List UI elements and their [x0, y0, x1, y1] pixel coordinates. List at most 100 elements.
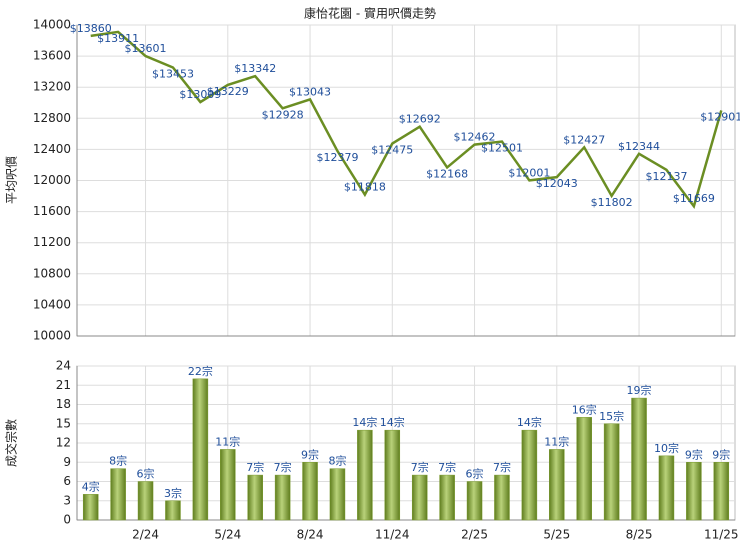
data-label: 8宗	[328, 454, 346, 468]
y-tick-label: 12400	[33, 142, 71, 156]
y-tick-label: 14000	[33, 18, 71, 32]
data-label: $12379	[316, 151, 358, 164]
y-axis-label: 平均呎價	[5, 156, 19, 204]
data-label: 7宗	[246, 460, 264, 474]
y-tick-label: 11600	[33, 204, 71, 218]
x-tick-label: 8/25	[626, 528, 653, 542]
bar	[686, 462, 702, 521]
data-label: $12137	[645, 170, 687, 183]
bar	[165, 500, 181, 521]
bar	[247, 474, 263, 521]
bar	[274, 474, 291, 521]
data-label: $12001	[508, 166, 550, 179]
bar	[329, 468, 346, 521]
bar	[357, 429, 373, 521]
data-label: 7宗	[493, 460, 511, 474]
bar	[521, 429, 538, 521]
x-tick-label: 2/24	[132, 528, 159, 542]
x-tick-label: 5/24	[214, 528, 241, 542]
y-tick-label: 10800	[33, 266, 71, 280]
data-label: $13043	[289, 85, 331, 98]
line	[90, 30, 723, 209]
bar	[411, 474, 428, 521]
data-label: 15宗	[599, 409, 624, 423]
y-tick-label: 13600	[33, 49, 71, 63]
data-label: 14宗	[517, 415, 542, 429]
bar	[439, 474, 455, 521]
bar	[658, 455, 675, 521]
data-label: $11818	[344, 181, 386, 194]
data-label: 9宗	[685, 447, 703, 461]
y-axis-label: 成交宗數	[4, 419, 19, 467]
data-label: $12901	[700, 110, 740, 123]
data-label: $12501	[481, 142, 523, 155]
y-tick-label: 10400	[33, 297, 71, 311]
data-label: $12928	[262, 108, 304, 121]
data-label: 9宗	[301, 447, 319, 461]
y-tick-label: 12800	[33, 111, 71, 125]
bar	[302, 462, 318, 521]
data-label: 7宗	[438, 460, 456, 474]
data-label: $13009	[179, 88, 221, 101]
data-label: 16宗	[572, 402, 597, 416]
y-tick-label: 21	[56, 378, 71, 392]
x-tick-label: 8/24	[297, 528, 324, 542]
data-label: 14宗	[352, 415, 377, 429]
data-label: 8宗	[109, 454, 127, 468]
bar	[576, 417, 592, 521]
data-label: $12344	[618, 140, 660, 153]
y-tick-label: 10000	[33, 329, 71, 343]
data-label: 4宗	[82, 479, 100, 493]
chart-title: 康怡花園 - 實用呎價走勢	[304, 6, 436, 21]
x-tick-label: 11/24	[375, 528, 410, 542]
data-label: 6宗	[137, 467, 155, 481]
data-label: 11宗	[544, 434, 569, 448]
bar	[631, 397, 647, 521]
data-label: $12043	[536, 177, 578, 190]
data-label: $12427	[563, 133, 605, 146]
bar	[494, 474, 510, 521]
bar	[220, 449, 236, 521]
data-label: $13911	[97, 32, 139, 45]
data-label: $11802	[591, 196, 633, 209]
bar	[549, 449, 565, 521]
data-label: $13601	[125, 42, 167, 55]
data-label: 22宗	[188, 364, 213, 378]
data-label: 10宗	[654, 441, 679, 455]
data-label: $12692	[399, 113, 441, 126]
y-tick-label: 15	[56, 416, 71, 430]
y-tick-label: 9	[63, 455, 71, 469]
y-tick-label: 0	[63, 513, 71, 527]
data-label: 6宗	[466, 467, 484, 481]
bar	[110, 468, 126, 521]
data-label: $12462	[454, 131, 496, 144]
x-tick-label: 11/25	[704, 528, 739, 542]
data-label: 7宗	[411, 460, 429, 474]
bar	[603, 423, 620, 521]
bar	[137, 481, 154, 521]
data-label: 3宗	[164, 486, 182, 500]
data-label: $13453	[152, 68, 194, 81]
bar	[713, 462, 730, 521]
data-label: $11669	[673, 192, 715, 205]
y-tick-label: 6	[63, 474, 71, 488]
data-label: $13860	[70, 22, 112, 35]
y-tick-label: 3	[63, 493, 71, 507]
y-tick-label: 11200	[33, 235, 71, 249]
y-tick-label: 13200	[33, 80, 71, 94]
bar	[466, 481, 483, 521]
bar	[384, 429, 401, 521]
data-label: 7宗	[274, 460, 292, 474]
data-label: 14宗	[380, 415, 405, 429]
y-tick-label: 18	[56, 397, 71, 411]
data-label: 19宗	[627, 383, 652, 397]
data-label: $13229	[207, 85, 249, 98]
data-label: $12475	[371, 144, 413, 157]
x-tick-label: 2/25	[461, 528, 488, 542]
data-label: $13342	[234, 62, 276, 75]
bar	[192, 378, 209, 521]
y-tick-label: 12000	[33, 173, 71, 187]
x-tick-label: 5/25	[543, 528, 570, 542]
y-tick-label: 12	[56, 436, 71, 450]
